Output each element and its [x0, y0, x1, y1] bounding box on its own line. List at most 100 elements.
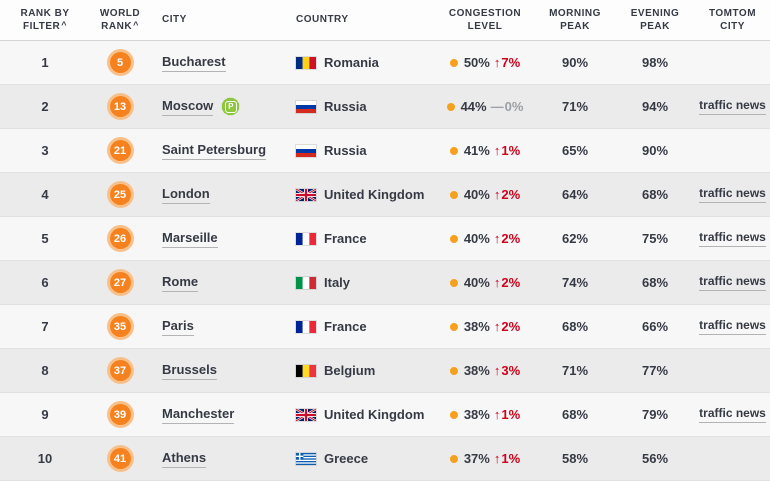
congestion-value: 40%: [463, 275, 490, 290]
trend-value: 1%: [501, 407, 521, 422]
country-name: Italy: [324, 275, 351, 290]
trend-arrow-icon: ↑: [493, 187, 501, 202]
city-cell: Marseille: [150, 230, 290, 248]
trend-flat-icon: —: [490, 99, 504, 114]
world-rank-value: 13: [109, 96, 131, 117]
column-header-evening-peak: EVENING PEAK: [615, 7, 695, 34]
city-link[interactable]: Bucharest: [162, 54, 226, 72]
trend-arrow-icon: ↑: [493, 407, 501, 422]
country-cell: Romania: [290, 55, 435, 70]
congestion-value: 37%: [463, 451, 490, 466]
evening-peak-value: 90%: [641, 143, 669, 158]
rank-by-filter-value: 10: [37, 451, 53, 466]
parking-badge-icon[interactable]: P: [220, 96, 242, 117]
header-label: RANK BY: [20, 7, 70, 19]
traffic-news-link[interactable]: traffic news: [699, 318, 766, 335]
table-row: 6 27 Rome Italy 40% ↑ 2%: [0, 261, 770, 305]
country-cell: Russia: [290, 143, 435, 158]
trend-arrow-icon: ↑: [493, 363, 501, 378]
traffic-news-link[interactable]: traffic news: [699, 186, 766, 203]
country-cell: France: [290, 231, 435, 246]
table-row: 7 35 Paris France 38% ↑ 2%: [0, 305, 770, 349]
country-cell: United Kingdom: [290, 407, 435, 422]
sort-caret-icon[interactable]: ^: [133, 20, 139, 30]
table-row: 4 25 London United Kingdom 40% ↑ 2%: [0, 173, 770, 217]
belgium-flag-icon: [296, 364, 316, 377]
world-rank-cell: 35: [90, 313, 150, 340]
country-name: Romania: [324, 55, 379, 70]
city-link[interactable]: Athens: [162, 450, 207, 468]
trend-indicator: ↑ 2%: [494, 231, 520, 246]
congestion-value: 38%: [463, 363, 490, 378]
world-rank-value: 25: [109, 184, 131, 205]
table-row: 9 39 Manchester United Kingdom 38% ↑ 1%: [0, 393, 770, 437]
table-row: 8 37 Brussels Belgium 38% ↑ 3%: [0, 349, 770, 393]
country-cell: United Kingdom: [290, 187, 435, 202]
congestion-dot-icon: [449, 278, 458, 287]
trend-indicator: ↑ 3%: [494, 363, 520, 378]
morning-peak-value: 68%: [561, 319, 589, 334]
sort-caret-icon[interactable]: ^: [61, 20, 68, 30]
city-cell: Moscow P: [150, 96, 290, 117]
header-label: TOMTOM: [708, 7, 757, 19]
evening-peak-value: 68%: [641, 187, 669, 202]
city-link[interactable]: Moscow: [162, 98, 214, 116]
table-row: 10 41 Athens Greece 37% ↑ 1%: [0, 437, 770, 481]
trend-indicator: ↑ 2%: [494, 187, 520, 202]
world-rank-badge: 13: [106, 93, 134, 120]
column-header-congestion-level: CONGESTION LEVEL: [435, 7, 535, 34]
world-rank-value: 37: [109, 360, 131, 381]
traffic-news-link[interactable]: traffic news: [699, 274, 766, 291]
congestion-value: 40%: [463, 231, 490, 246]
world-rank-value: 5: [109, 52, 131, 73]
congestion-value: 40%: [463, 187, 490, 202]
traffic-news-link[interactable]: traffic news: [699, 230, 766, 247]
tomtom-city-cell: traffic news: [695, 318, 770, 335]
country-cell: Italy: [290, 275, 435, 290]
world-rank-cell: 27: [90, 269, 150, 296]
city-link[interactable]: London: [162, 186, 210, 204]
city-link[interactable]: Paris: [162, 318, 194, 336]
column-header-world-rank[interactable]: WORLD RANK^: [90, 7, 150, 34]
morning-peak-value: 71%: [561, 363, 589, 378]
world-rank-badge: 37: [106, 357, 134, 384]
city-link[interactable]: Rome: [162, 274, 199, 292]
congestion-value: 50%: [463, 55, 490, 70]
rank-by-filter-value: 6: [41, 275, 49, 290]
uk-flag-icon: [296, 188, 316, 201]
france-flag-icon: [296, 320, 316, 333]
morning-peak-value: 68%: [561, 407, 589, 422]
world-rank-badge: 39: [106, 401, 134, 428]
city-link[interactable]: Marseille: [162, 230, 218, 248]
header-label: RANK: [101, 21, 133, 32]
table-row: 1 5 Bucharest Romania 50% ↑ 7%: [0, 41, 770, 85]
traffic-news-link[interactable]: traffic news: [699, 406, 766, 423]
uk-flag-icon: [296, 408, 316, 421]
congestion-dot-icon: [446, 102, 455, 111]
city-link[interactable]: Brussels: [162, 362, 217, 380]
tomtom-city-cell: traffic news: [695, 98, 770, 115]
congestion-level-cell: 44% — 0%: [435, 99, 535, 114]
trend-arrow-icon: ↑: [493, 55, 501, 70]
world-rank-value: 27: [109, 272, 131, 293]
evening-peak-value: 79%: [641, 407, 669, 422]
header-label: FILTER: [22, 21, 61, 32]
trend-arrow-icon: ↑: [493, 231, 501, 246]
country-cell: Greece: [290, 451, 435, 466]
congestion-dot-icon: [449, 146, 458, 155]
header-label: CITY: [162, 14, 187, 26]
evening-peak-value: 56%: [641, 451, 669, 466]
traffic-news-link[interactable]: traffic news: [699, 98, 766, 115]
country-name: Greece: [324, 451, 369, 466]
column-header-rank-by-filter[interactable]: RANK BY FILTER^: [0, 7, 90, 34]
rank-by-filter-value: 2: [41, 99, 49, 114]
city-cell: Bucharest: [150, 54, 290, 72]
city-link[interactable]: Manchester: [162, 406, 235, 424]
congestion-level-cell: 40% ↑ 2%: [435, 187, 535, 202]
russia-flag-icon: [296, 144, 316, 157]
world-rank-value: 35: [109, 316, 131, 337]
congestion-dot-icon: [449, 322, 458, 331]
city-link[interactable]: Saint Petersburg: [162, 142, 267, 160]
country-cell: Russia: [290, 99, 435, 114]
trend-value: 3%: [501, 363, 521, 378]
